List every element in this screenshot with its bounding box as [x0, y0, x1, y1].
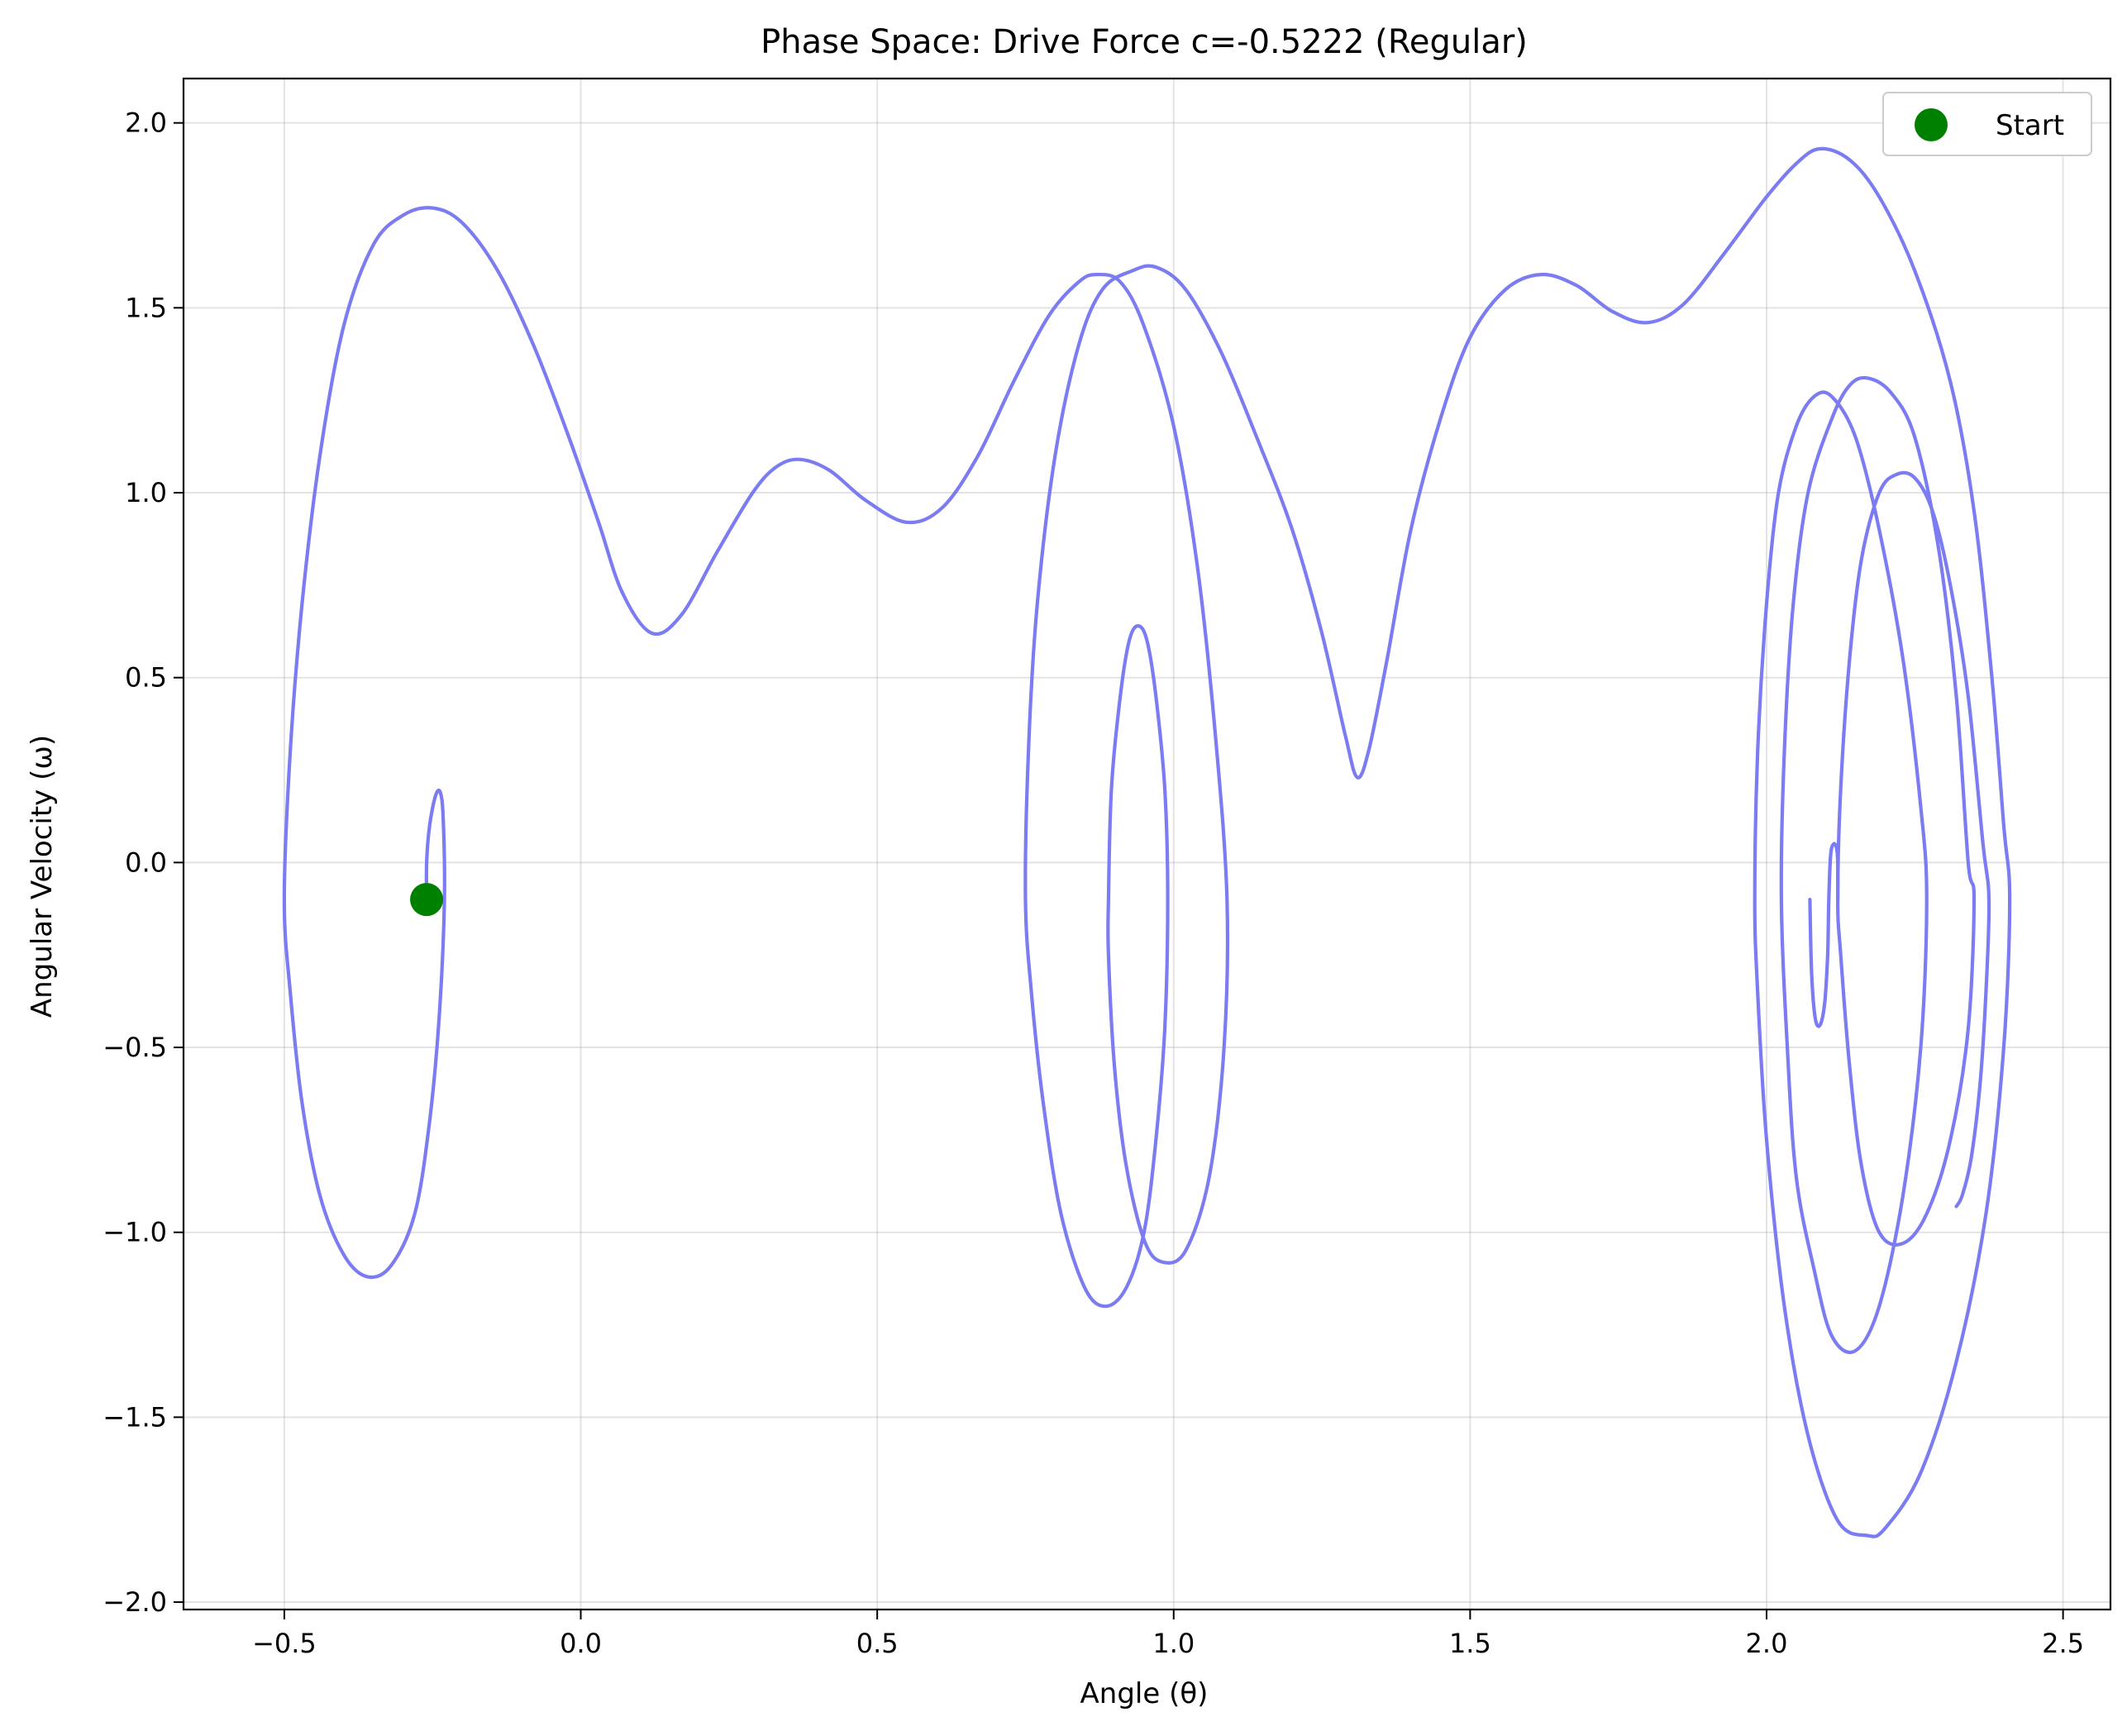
x-axis-label: Angle (θ): [1080, 1677, 1209, 1710]
y-tick-label: −1.5: [103, 1401, 167, 1433]
y-tick-label: 1.5: [125, 292, 167, 323]
legend: Start: [1882, 92, 2092, 156]
start-point-marker: [410, 883, 444, 917]
y-tick-label: 0.0: [125, 847, 167, 878]
y-tick-label: −0.5: [103, 1032, 167, 1063]
y-axis-ticks: −2.0 −1.5 −1.0 −0.5 0.0 0.5 1.0 1.5 2.0: [103, 107, 184, 1618]
y-axis-label: Angular Velocity (ω): [26, 735, 59, 1018]
legend-start-marker: [1915, 108, 1948, 141]
y-tick-label: 0.5: [125, 662, 167, 694]
x-tick-label: 0.5: [856, 1628, 899, 1659]
y-tick-label: 1.0: [125, 477, 167, 508]
x-tick-label: 0.0: [560, 1628, 602, 1659]
x-tick-label: 2.5: [2042, 1628, 2084, 1659]
legend-label-start: Start: [1996, 109, 2064, 142]
x-tick-label: 1.0: [1152, 1628, 1195, 1659]
chart-title: Phase Space: Drive Force c=-0.5222 (Regu…: [761, 23, 1528, 61]
y-tick-label: −2.0: [103, 1586, 167, 1618]
x-tick-label: 2.0: [1746, 1628, 1788, 1659]
trajectory-inner-spiral: [1808, 842, 1840, 1028]
x-tick-label: 1.5: [1449, 1628, 1491, 1659]
plot-area: [282, 146, 2012, 1538]
y-tick-label: 2.0: [125, 107, 167, 139]
axes-frame: [182, 77, 2112, 1611]
x-tick-label: −0.5: [252, 1628, 317, 1659]
x-axis-ticks: −0.5 0.0 0.5 1.0 1.5 2.0 2.5: [252, 1610, 2084, 1659]
trajectory-line: [282, 146, 2012, 1538]
y-tick-label: −1.0: [103, 1217, 167, 1248]
